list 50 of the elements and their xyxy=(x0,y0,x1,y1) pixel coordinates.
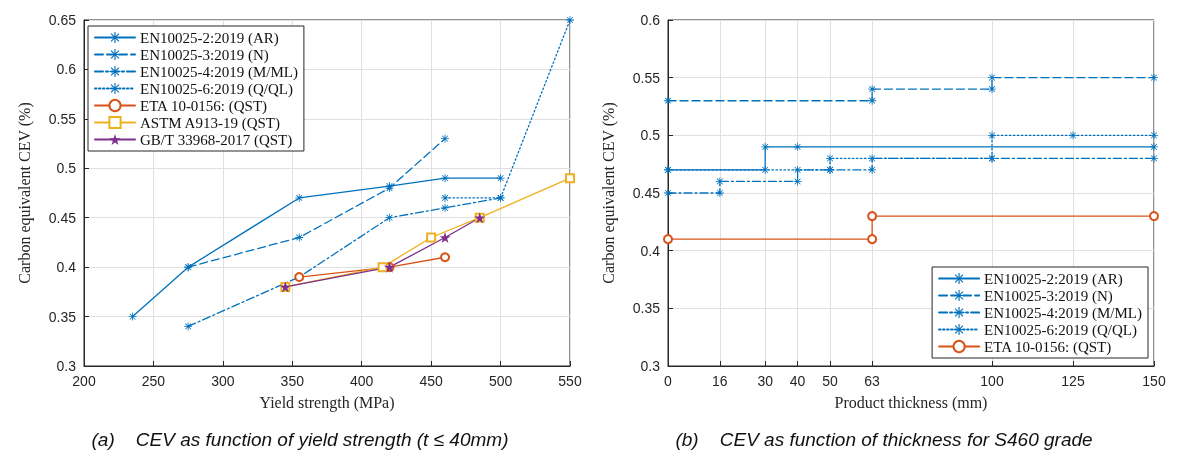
y-tick-label: 0.35 xyxy=(632,300,661,317)
y-tick-label: 0.5 xyxy=(640,127,661,144)
y-tick-label: 0.5 xyxy=(56,160,77,177)
text: (a) CEV as function of yield strength (t ≤ 40mm) xyxy=(91,429,509,450)
x-tick-label: 400 xyxy=(350,373,374,389)
x-tick-label: 350 xyxy=(280,373,305,389)
y-tick-label: 0.45 xyxy=(632,185,661,201)
y-tick-label: 0.35 xyxy=(48,308,77,325)
x-tick-label: 63 xyxy=(864,373,881,389)
y-tick-label: 0.4 xyxy=(640,242,661,259)
x-axis-title: Yield strength (MPa) xyxy=(259,393,395,412)
legend-label: EN10025-4:2019 (M/ML) xyxy=(984,304,1142,322)
y-tick-label: 0.55 xyxy=(632,69,661,86)
y-tick-label: 0.6 xyxy=(56,61,77,78)
y-tick-label: 0.45 xyxy=(48,209,77,226)
x-tick-label: 200 xyxy=(72,373,96,389)
x-tick-label: 150 xyxy=(1142,373,1166,389)
x-tick-label: 16 xyxy=(712,373,728,389)
y-tick-label: 0.65 xyxy=(48,12,77,28)
x-tick-label: 550 xyxy=(558,373,582,389)
legend-label: GB/T 33968-2017 (QST) xyxy=(140,131,293,149)
legend-label: EN10025-2:2019 (AR) xyxy=(140,29,279,47)
y-tick-label: 0.55 xyxy=(48,110,77,127)
text: (b) CEV as function of thickness for S460 grade xyxy=(675,429,1093,450)
y-tick-label: 0.3 xyxy=(56,358,77,374)
x-tick-label: 100 xyxy=(980,373,1004,389)
legend-label: EN10025-6:2019 (Q/QL) xyxy=(140,80,293,98)
y-axis-title: Carbon equivalent CEV (%) xyxy=(15,102,34,284)
x-tick-label: 0 xyxy=(664,373,673,389)
x-tick-label: 40 xyxy=(789,373,806,389)
y-tick-label: 0.4 xyxy=(56,259,77,276)
x-tick-label: 250 xyxy=(141,373,166,389)
legend-label: EN10025-3:2019 (N) xyxy=(140,46,269,64)
legend-label: ASTM A913-19 (QST) xyxy=(140,114,281,132)
legend-label: EN10025-6:2019 (Q/QL) xyxy=(984,321,1137,339)
legend-label: EN10025-4:2019 (M/ML) xyxy=(140,63,298,81)
y-axis-title: Carbon equivalent CEV (%) xyxy=(599,102,618,284)
x-tick-label: 30 xyxy=(757,373,774,389)
x-axis-title: Product thickness (mm) xyxy=(834,393,988,412)
x-tick-label: 50 xyxy=(822,373,838,389)
x-tick-label: 450 xyxy=(419,373,444,389)
legend-label: ETA 10-0156: (QST) xyxy=(984,338,1112,356)
legend-label: ETA 10-0156: (QST) xyxy=(140,97,268,115)
y-tick-label: 0.3 xyxy=(640,358,661,374)
legend-label: EN10025-2:2019 (AR) xyxy=(984,270,1123,288)
x-tick-label: 500 xyxy=(488,373,513,389)
x-tick-label: 300 xyxy=(211,373,235,389)
y-tick-label: 0.6 xyxy=(640,12,661,28)
x-tick-label: 125 xyxy=(1061,373,1085,389)
legend-label: EN10025-3:2019 (N) xyxy=(984,287,1113,305)
